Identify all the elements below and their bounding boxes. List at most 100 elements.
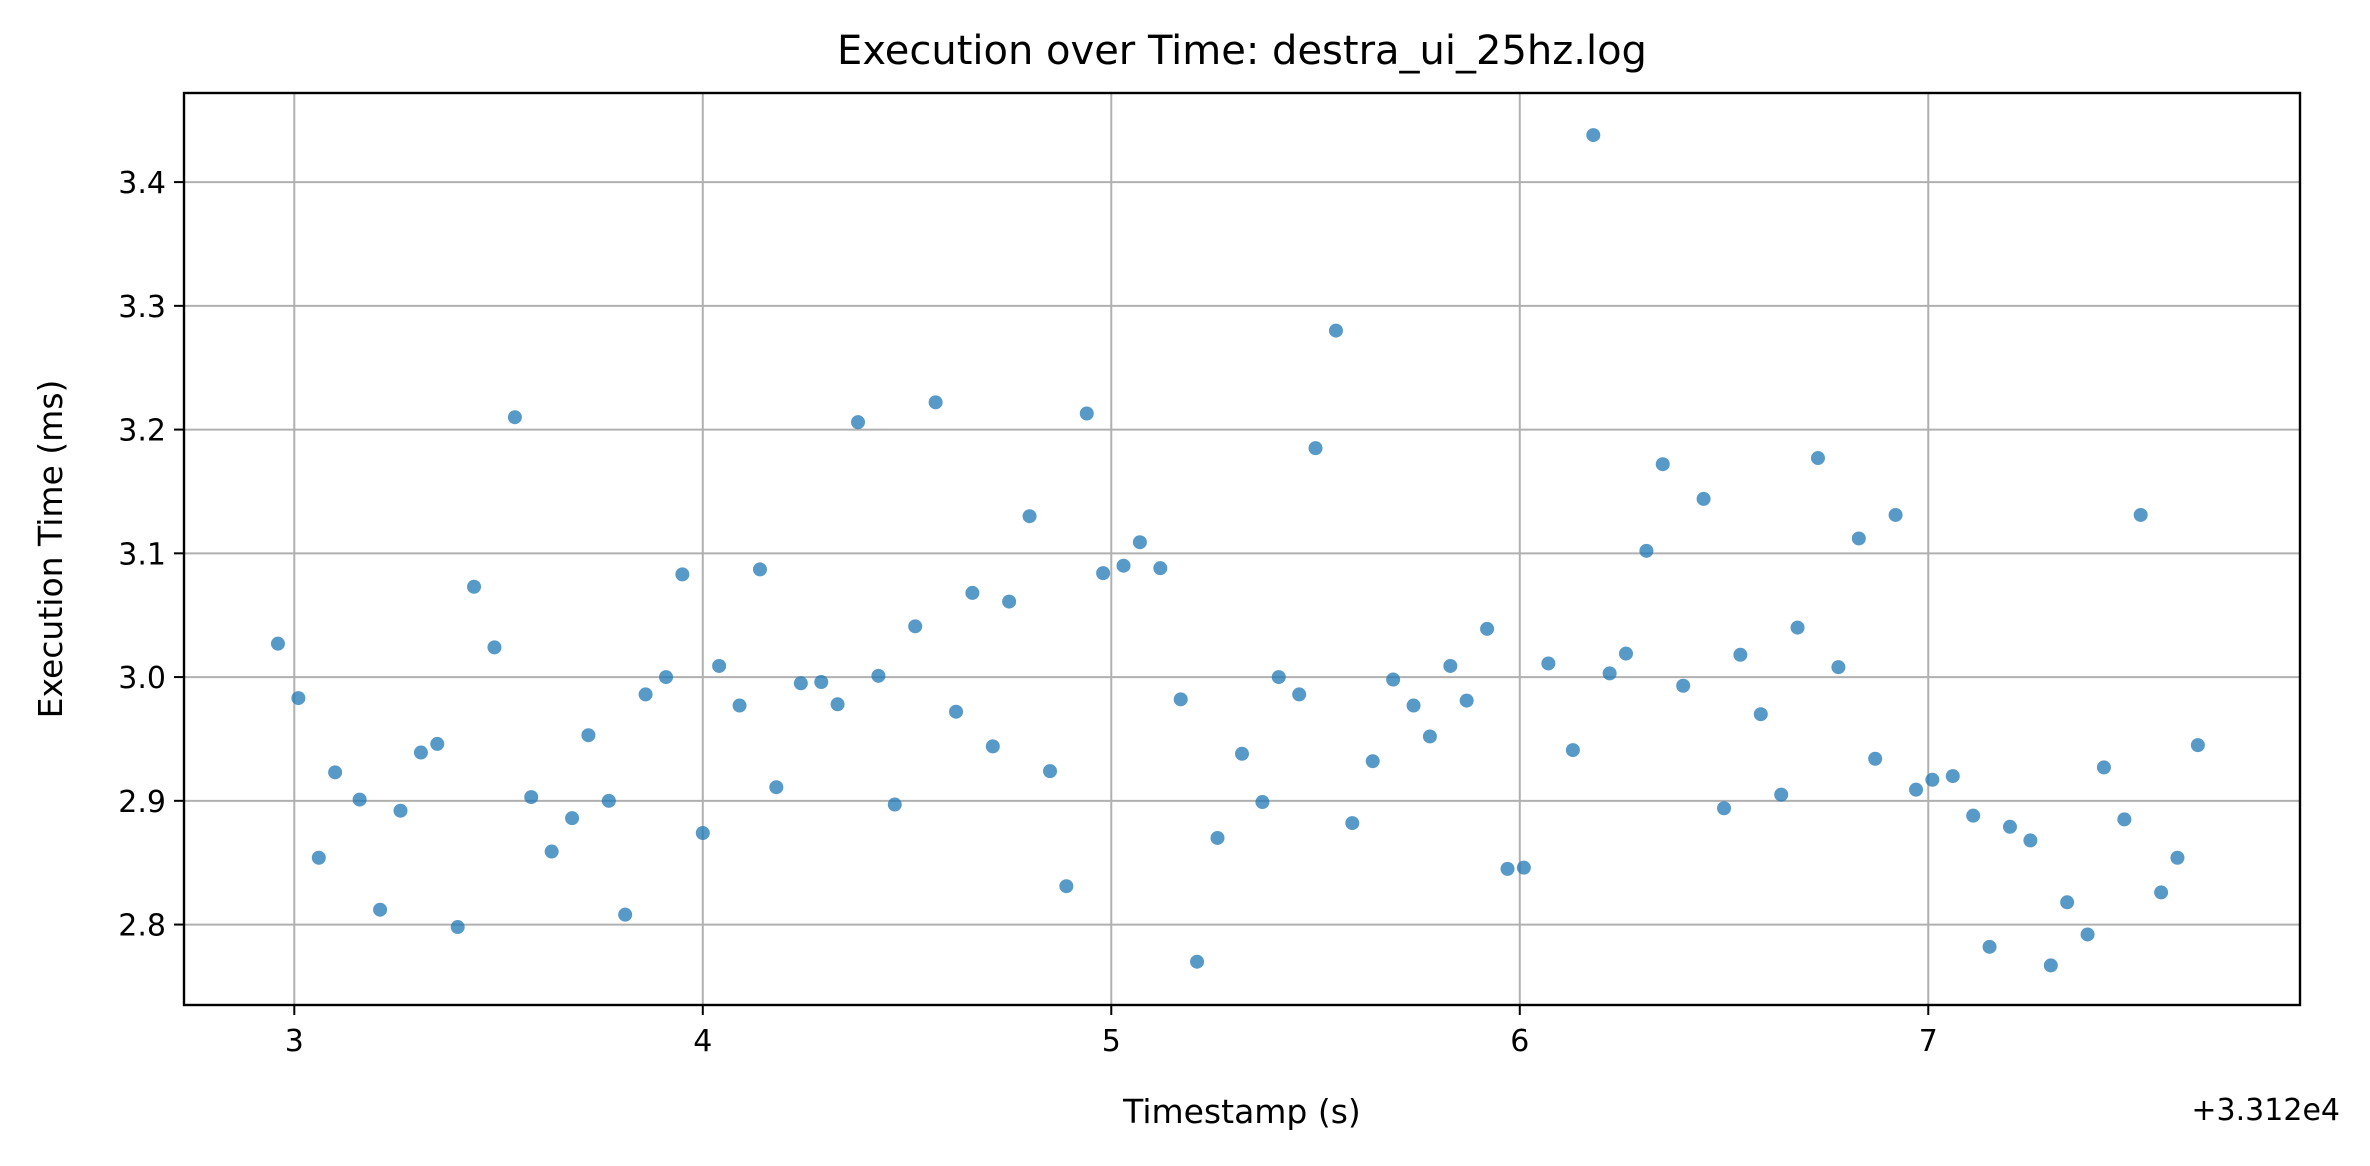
data-point <box>2060 895 2075 910</box>
data-point <box>908 619 923 634</box>
data-point <box>1966 808 1981 823</box>
data-point <box>1851 531 1866 546</box>
x-tick-label: 7 <box>1919 1024 1938 1059</box>
data-point <box>659 670 674 685</box>
data-point <box>1328 323 1343 338</box>
y-axis-label: Execution Time (ms) <box>31 380 70 719</box>
data-point <box>638 687 653 702</box>
data-point <box>467 579 482 594</box>
data-point <box>328 765 343 780</box>
data-point <box>2170 850 2185 865</box>
data-point <box>1639 543 1654 558</box>
data-point <box>732 698 747 713</box>
data-point <box>1292 687 1307 702</box>
data-point <box>1271 670 1286 685</box>
data-point <box>1925 772 1940 787</box>
y-tick-label: 3.3 <box>118 290 166 325</box>
data-point <box>1733 647 1748 662</box>
data-point <box>1059 879 1074 894</box>
data-point <box>1308 441 1323 456</box>
data-point <box>1406 698 1421 713</box>
y-tick-label: 3.0 <box>118 661 166 696</box>
data-point <box>1422 729 1437 744</box>
x-tick-label: 5 <box>1102 1024 1121 1059</box>
data-point <box>1753 707 1768 722</box>
data-point <box>949 704 964 719</box>
y-tick-label: 2.8 <box>118 909 166 944</box>
chart-title: Execution over Time: destra_ui_25hz.log <box>837 28 1647 74</box>
x-axis-ticks: 3 4 5 6 7 <box>285 1005 1938 1059</box>
data-point <box>769 780 784 795</box>
data-point <box>2096 760 2111 775</box>
data-point <box>2043 958 2058 973</box>
data-point <box>1480 621 1495 636</box>
data-point <box>1210 830 1225 845</box>
data-point <box>1443 658 1458 673</box>
data-point <box>851 415 866 430</box>
data-point <box>887 797 902 812</box>
data-point <box>1717 801 1732 816</box>
data-point <box>1945 769 1960 784</box>
data-point <box>352 792 367 807</box>
data-point <box>1618 646 1633 661</box>
data-point <box>291 691 306 706</box>
y-tick-label: 2.9 <box>118 785 166 820</box>
data-point <box>793 676 808 691</box>
data-points <box>270 128 2205 973</box>
plot-frame <box>182 91 2302 1007</box>
data-point <box>965 585 980 600</box>
x-tick-label: 4 <box>693 1024 712 1059</box>
data-point <box>830 697 845 712</box>
data-point <box>1002 594 1017 609</box>
data-point <box>675 567 690 582</box>
data-point <box>871 668 886 683</box>
data-point <box>1909 782 1924 797</box>
y-tick-label: 3.4 <box>118 166 166 201</box>
data-point <box>1459 693 1474 708</box>
data-point <box>1696 491 1711 506</box>
data-point <box>1345 816 1360 831</box>
data-point <box>270 636 285 651</box>
data-point <box>1255 795 1270 810</box>
data-point <box>928 395 943 410</box>
y-tick-label: 3.1 <box>118 537 166 572</box>
grid-lines <box>184 93 2300 1005</box>
y-axis-ticks: 2.8 2.9 3.0 3.1 3.2 3.3 3.4 <box>118 166 184 944</box>
data-point <box>1096 566 1111 581</box>
data-point <box>524 790 539 805</box>
data-point <box>450 920 465 935</box>
data-point <box>601 793 616 808</box>
x-axis-offset-label: +3.312e4 <box>2191 1093 2340 1128</box>
data-point <box>1888 507 1903 522</box>
data-point <box>1365 754 1380 769</box>
data-point <box>1868 751 1883 766</box>
data-point <box>2117 812 2132 827</box>
data-point <box>487 640 502 655</box>
data-point <box>1116 558 1131 573</box>
data-point <box>752 562 767 577</box>
data-point <box>1190 954 1205 969</box>
data-point <box>1386 672 1401 687</box>
data-point <box>1132 535 1147 550</box>
data-point <box>1831 660 1846 675</box>
data-point <box>565 811 580 826</box>
data-point <box>1586 128 1601 143</box>
data-point <box>1235 746 1249 761</box>
data-point <box>2154 885 2169 900</box>
x-axis-label: Timestamp (s) <box>1122 1092 1361 1131</box>
data-point <box>1602 666 1617 681</box>
data-point <box>373 902 388 917</box>
data-point <box>618 907 633 922</box>
y-tick-label: 3.2 <box>118 414 166 449</box>
data-point <box>1790 620 1805 635</box>
data-point <box>695 825 710 840</box>
data-point <box>1774 787 1789 802</box>
data-point <box>2190 738 2205 753</box>
x-tick-label: 3 <box>285 1024 304 1059</box>
data-point <box>393 803 408 818</box>
data-point <box>1173 692 1188 707</box>
data-point <box>430 736 445 751</box>
data-point <box>1655 457 1670 472</box>
data-point <box>1153 561 1168 576</box>
